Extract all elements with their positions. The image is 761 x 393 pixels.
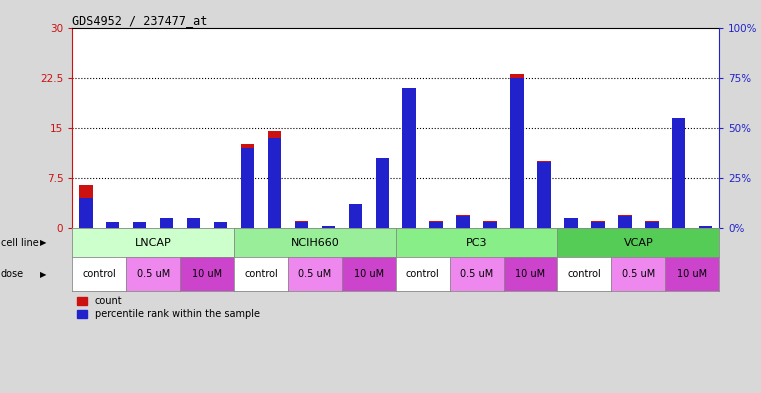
Bar xyxy=(295,221,308,228)
Bar xyxy=(375,158,389,228)
Bar xyxy=(187,218,200,228)
Text: 0.5 uM: 0.5 uM xyxy=(298,269,332,279)
Legend: count, percentile rank within the sample: count, percentile rank within the sample xyxy=(77,296,260,319)
Text: LNCAP: LNCAP xyxy=(135,238,171,248)
Bar xyxy=(537,161,551,228)
Bar xyxy=(295,222,308,228)
Bar xyxy=(403,88,416,228)
Bar xyxy=(564,218,578,228)
Bar xyxy=(591,221,604,228)
Bar xyxy=(618,216,632,228)
Bar xyxy=(457,215,470,228)
Bar xyxy=(483,221,497,228)
Text: 10 uM: 10 uM xyxy=(354,269,384,279)
Bar xyxy=(79,198,93,228)
Bar xyxy=(268,138,281,228)
Bar xyxy=(672,118,686,228)
Text: control: control xyxy=(244,269,278,279)
Text: VCAP: VCAP xyxy=(623,238,653,248)
Bar xyxy=(699,226,712,228)
Text: 0.5 uM: 0.5 uM xyxy=(622,269,655,279)
Text: NCIH660: NCIH660 xyxy=(291,238,339,248)
Text: ▶: ▶ xyxy=(40,270,47,279)
Bar xyxy=(240,148,254,228)
Bar xyxy=(214,222,228,228)
Bar xyxy=(160,218,174,228)
Text: cell line: cell line xyxy=(1,238,39,248)
Bar xyxy=(429,222,443,228)
Bar xyxy=(591,222,604,228)
Text: 0.5 uM: 0.5 uM xyxy=(460,269,493,279)
Bar xyxy=(349,204,362,228)
Bar xyxy=(349,204,362,228)
Text: control: control xyxy=(568,269,601,279)
Bar xyxy=(429,221,443,228)
Bar xyxy=(511,78,524,228)
Text: control: control xyxy=(82,269,116,279)
Bar xyxy=(240,144,254,228)
Bar xyxy=(699,226,712,228)
Bar xyxy=(322,226,335,228)
Text: control: control xyxy=(406,269,440,279)
Bar xyxy=(483,222,497,228)
Bar xyxy=(268,131,281,228)
Bar xyxy=(618,215,632,228)
Bar xyxy=(537,162,551,228)
Text: ▶: ▶ xyxy=(40,238,47,247)
Text: GDS4952 / 237477_at: GDS4952 / 237477_at xyxy=(72,14,208,27)
Bar xyxy=(106,222,119,228)
Bar xyxy=(645,221,658,228)
Bar xyxy=(79,185,93,228)
Text: 10 uM: 10 uM xyxy=(192,269,222,279)
Text: 10 uM: 10 uM xyxy=(515,269,546,279)
Bar xyxy=(564,218,578,228)
Bar xyxy=(214,223,228,228)
Bar xyxy=(511,74,524,228)
Bar xyxy=(106,226,119,228)
Bar xyxy=(672,128,686,228)
Bar xyxy=(160,218,174,228)
Bar xyxy=(403,108,416,228)
Text: dose: dose xyxy=(1,269,24,279)
Bar xyxy=(133,222,146,228)
Text: 0.5 uM: 0.5 uM xyxy=(136,269,170,279)
Bar xyxy=(187,218,200,228)
Text: PC3: PC3 xyxy=(466,238,487,248)
Bar xyxy=(645,222,658,228)
Bar xyxy=(133,223,146,228)
Bar xyxy=(375,158,389,228)
Bar xyxy=(457,216,470,228)
Text: 10 uM: 10 uM xyxy=(677,269,707,279)
Bar xyxy=(322,226,335,228)
